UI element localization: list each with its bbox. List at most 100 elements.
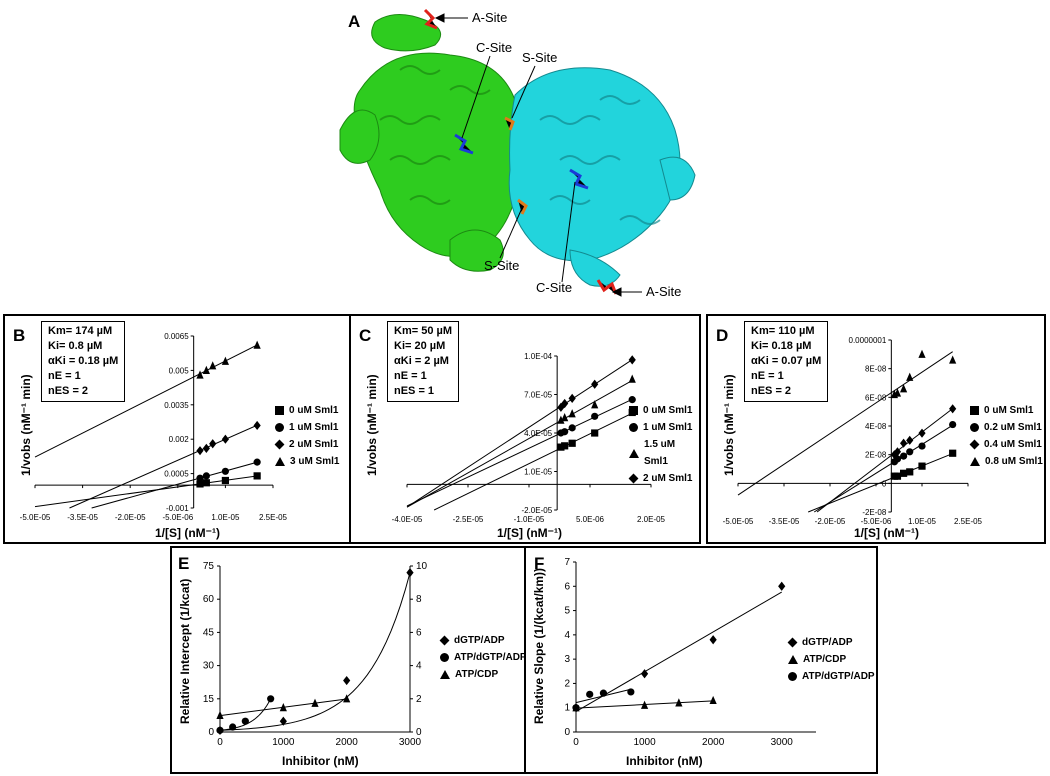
param-aki: αKi = 0.07 µM [751, 355, 822, 367]
data-point-triangle [196, 370, 204, 379]
data-point-diamond [209, 439, 217, 449]
panel-c-xlabel: 1/[S] (nM⁻¹) [497, 526, 562, 540]
chart-b-plot: -5.0E-05 -3.5E-05 -2.0E-05 -5.0E-06 1.0E-05 2… [20, 332, 288, 522]
panel-e: E 0 1000 2000 3000 0 15 30 45 60 75 0 2 4 6 8 10 dGTP/A… [170, 546, 527, 774]
y-tick-label: 2 [564, 678, 570, 689]
a-site-ligand-bottom [596, 279, 618, 295]
x-tick-label: -4.0E-05 [392, 515, 423, 524]
data-point-circle [216, 726, 224, 734]
x-tick-label: -1.0E-05 [514, 515, 545, 524]
fit-line [813, 424, 953, 513]
data-point-diamond [196, 446, 204, 456]
panel-a-label: A [348, 12, 361, 31]
x-tick-label: -5.0E-06 [861, 517, 892, 526]
data-point-circle [267, 695, 275, 703]
data-point-circle [949, 420, 957, 429]
data-point-diamond [406, 568, 414, 578]
data-point-square [196, 480, 204, 488]
data-point-triangle [628, 374, 636, 383]
x-tick-label: -3.5E-05 [769, 517, 800, 526]
y-tick-label: -2.0E-05 [521, 506, 552, 515]
legend-entry: 0.2 uM Sml1 [984, 422, 1042, 433]
panel-e-xlabel: Inhibitor (nM) [282, 754, 359, 768]
param-aki: αKi = 2 µM [394, 355, 449, 367]
data-point-triangle [906, 372, 914, 381]
param-ne: nE = 1 [751, 370, 784, 382]
panel-d-ylabel: 1/vobs (nM⁻¹ min) [722, 374, 736, 476]
panel-b-xlabel: 1/[S] (nM⁻¹) [155, 526, 220, 540]
y-tick-label: 0.002 [169, 435, 190, 444]
y-tick-label: 5 [564, 606, 570, 617]
panel-c-legend: 0 uM Sml1 1 uM Sml1 1.5 uM Sml1 2 uM Sml… [628, 402, 699, 487]
y-tick-label: 45 [203, 627, 215, 638]
circle-marker-icon [275, 423, 284, 432]
data-point-triangle [591, 400, 599, 409]
data-point-square [561, 442, 569, 450]
data-point-circle [586, 690, 594, 698]
fit-line [34, 475, 258, 508]
green-chain [339, 14, 525, 272]
y2-tick-label: 6 [416, 627, 422, 638]
data-point-triangle [209, 361, 217, 370]
x-tick-label: -3.5E-05 [67, 513, 98, 522]
data-point-triangle [343, 694, 351, 703]
triangle-marker-icon [970, 457, 980, 466]
data-point-triangle [893, 388, 902, 397]
square-marker-icon [275, 406, 284, 415]
x-tick-label: 1000 [272, 737, 295, 748]
data-point-circle [599, 689, 608, 697]
panel-f-legend: dGTP/ADP ATP/CDP ATP/dGTP/ADP [787, 634, 875, 685]
legend-entry: ATP/dGTP/ADP [802, 671, 875, 682]
data-point-triangle [561, 413, 569, 422]
param-km: Km= 50 µM [394, 325, 452, 337]
a-site-ligand-top [423, 8, 438, 30]
y-tick-label: 0.0035 [164, 401, 189, 410]
a-site-label-top: A-Site [472, 10, 508, 25]
y2-tick-label: 0 [416, 727, 422, 738]
y-tick-label: 15 [203, 694, 215, 705]
y-tick-label: 0.0005 [164, 470, 189, 479]
triangle-marker-icon [629, 448, 639, 458]
param-ne: nE = 1 [394, 370, 427, 382]
data-point-circle [202, 472, 210, 480]
fit-line [575, 591, 782, 713]
fit-line [816, 408, 953, 513]
fit-line [406, 380, 633, 508]
y-tick-label: 7.0E-05 [524, 391, 553, 400]
data-point-square [221, 476, 229, 485]
y2-tick-label: 10 [416, 561, 428, 572]
y-tick-label: -2E-08 [862, 508, 887, 517]
y-tick-label: 0.005 [169, 366, 190, 375]
triangle-marker-icon [440, 670, 450, 679]
x-tick-label: 0 [573, 737, 579, 748]
param-nes: nES = 2 [751, 385, 792, 397]
legend-entry: 0.4 uM Sml1 [984, 439, 1042, 450]
panel-b-label: B [13, 326, 26, 345]
data-point-triangle [557, 415, 565, 424]
data-point-triangle [918, 349, 926, 358]
y-tick-label: 8E-08 [865, 365, 887, 374]
panel-f-label: F [534, 554, 545, 573]
data-point-triangle [709, 695, 717, 705]
x-tick-label: 1.0E-05 [211, 513, 240, 522]
diamond-marker-icon [439, 635, 450, 646]
panel-f: F 0 1000 2000 3000 0 1 2 3 4 5 6 7 dGTP/ADP ATP/CDP… [524, 546, 878, 774]
triangle-marker-icon [275, 457, 285, 466]
panel-f-xlabel: Inhibitor (nM) [626, 754, 703, 768]
circle-marker-icon [440, 653, 449, 662]
panel-c: C Km= 50 µM Ki= 20 µM αKi = 2 µM nE = 1 … [349, 314, 701, 544]
data-point-circle [900, 452, 908, 460]
data-point-diamond [778, 581, 786, 591]
x-tick-label: 2000 [336, 737, 359, 748]
y-tick-label: 0 [564, 727, 570, 738]
s-site-label-bottom: S-Site [484, 258, 520, 273]
y-tick-label: 1 [564, 703, 570, 714]
x-tick-label: -5.0E-05 [20, 513, 51, 522]
fit-line [737, 351, 953, 496]
data-point-circle [591, 412, 599, 420]
y-tick-label: -0.001 [166, 504, 189, 513]
x-tick-label: 1000 [633, 737, 656, 748]
legend-entry: ATP/CDP [455, 669, 499, 680]
param-aki: αKi = 0.18 µM [48, 355, 119, 367]
data-point-square [253, 472, 261, 480]
